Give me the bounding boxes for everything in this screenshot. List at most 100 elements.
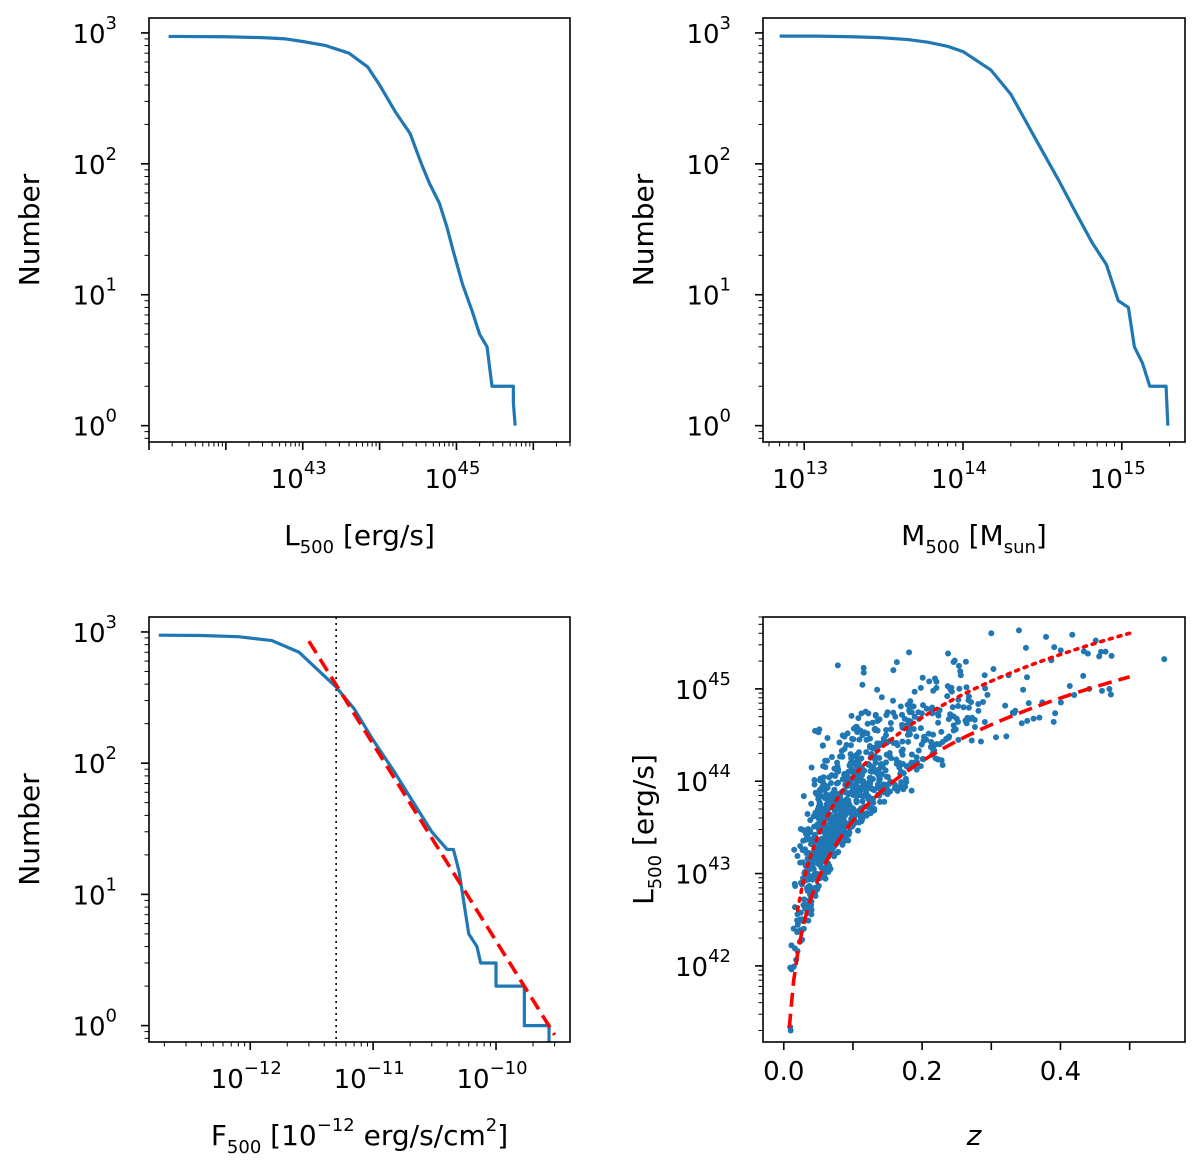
scatter-point [825, 844, 832, 851]
scatter-point [939, 762, 946, 768]
scatter-point [797, 859, 804, 866]
y-tick-label: 1044 [675, 761, 731, 798]
scatter-point [945, 716, 952, 723]
scatter-point [867, 774, 874, 781]
scatter-point [890, 709, 897, 716]
scatter-point [825, 869, 832, 875]
scatter-point [804, 836, 811, 843]
scatter-point [824, 784, 831, 791]
scatter-point [846, 802, 853, 809]
scatter-point [831, 853, 838, 860]
y-tick-label: 1045 [675, 669, 731, 706]
scatter-point [821, 795, 828, 802]
scatter-point [794, 921, 801, 928]
scatter-point [794, 917, 801, 924]
scatter-point [819, 742, 826, 749]
scatter-point [1012, 707, 1019, 714]
scatter-point [848, 712, 855, 719]
scatter-point [988, 630, 995, 637]
y-tick-label: 100 [686, 406, 731, 443]
scatter-point [956, 685, 963, 692]
scatter-point [858, 778, 865, 785]
scatter-point [975, 707, 982, 714]
scatter-point [1025, 700, 1032, 707]
scatter-point [965, 704, 972, 711]
scatter-point [815, 795, 822, 802]
scatter-point [860, 664, 867, 671]
scatter-point [971, 716, 978, 723]
scatter-point [971, 723, 978, 730]
scatter-point [873, 769, 880, 776]
x-tick-label: 1045 [424, 458, 480, 495]
scatter-point [935, 719, 942, 726]
scatter-point [804, 887, 811, 894]
scatter-point [977, 738, 984, 745]
scatter-point [839, 820, 846, 827]
y-tick-label: 102 [686, 144, 731, 181]
scatter-point [903, 779, 910, 786]
scatter-point [1015, 627, 1022, 634]
scatter-point [787, 1027, 794, 1034]
counts-line [168, 34, 517, 426]
scatter-point [962, 717, 969, 724]
scatter-point [810, 813, 817, 820]
scatter-point [913, 733, 920, 740]
scatter-point [797, 909, 804, 916]
scatter-point [927, 743, 934, 750]
scatter-point [854, 827, 861, 834]
scatter-point [906, 709, 913, 716]
scatter-point [884, 785, 891, 792]
scatter-point [878, 760, 885, 767]
scatter-point [900, 761, 907, 768]
scatter-point [804, 811, 811, 818]
x-tick-label: 10−11 [334, 1058, 405, 1095]
scatter-point [890, 697, 897, 704]
scatter-point [1102, 648, 1109, 655]
scatter-point [968, 737, 975, 744]
scatter-point [952, 726, 959, 733]
scatter-point [844, 730, 851, 737]
x-axis-label: F500 [10−12 erg/s/cm2] [211, 1115, 508, 1158]
scatter-point [874, 686, 881, 693]
scatter-point [908, 751, 915, 758]
scatter-point [878, 771, 885, 778]
scatter-point [990, 666, 997, 673]
x-axis-label: z [966, 1119, 983, 1152]
x-tick-label: 0.2 [901, 1057, 942, 1087]
scatter-point [1002, 702, 1009, 709]
y-axis-label: Number [13, 173, 46, 286]
x-tick-label: 10−12 [211, 1058, 282, 1095]
x-tick-label: 1043 [271, 458, 327, 495]
y-axis-label: L500 [erg/s] [627, 754, 666, 905]
scatter-point [859, 798, 866, 805]
scatter-point [822, 764, 829, 771]
scatter-point [837, 815, 844, 822]
scatter-point [899, 738, 906, 745]
scatter-point [878, 694, 885, 701]
scatter-point [1107, 691, 1114, 698]
scatter-point [791, 846, 798, 853]
scatter-point [915, 747, 922, 754]
y-tick-label: 102 [72, 743, 117, 780]
scatter-point [1024, 717, 1031, 724]
scatter-point [801, 896, 808, 903]
scatter-point [898, 779, 905, 786]
scatter-point [868, 768, 875, 775]
scatter-point [890, 667, 897, 674]
scatter-point [828, 772, 835, 779]
scatter-point [955, 736, 962, 743]
scatter-point [1003, 733, 1010, 740]
scatter-point [905, 738, 912, 745]
scatter-point [811, 777, 818, 783]
scatter-point [955, 662, 962, 669]
scatter-point [871, 726, 878, 733]
scatter-point [849, 782, 856, 789]
scatter-point [1106, 685, 1113, 692]
scatter-point [1071, 691, 1078, 698]
scatter-point [917, 725, 924, 732]
plot-frame [762, 17, 1186, 443]
scatter-point [1057, 699, 1064, 706]
scatter-point [883, 732, 890, 739]
scatter-point [1080, 648, 1087, 655]
